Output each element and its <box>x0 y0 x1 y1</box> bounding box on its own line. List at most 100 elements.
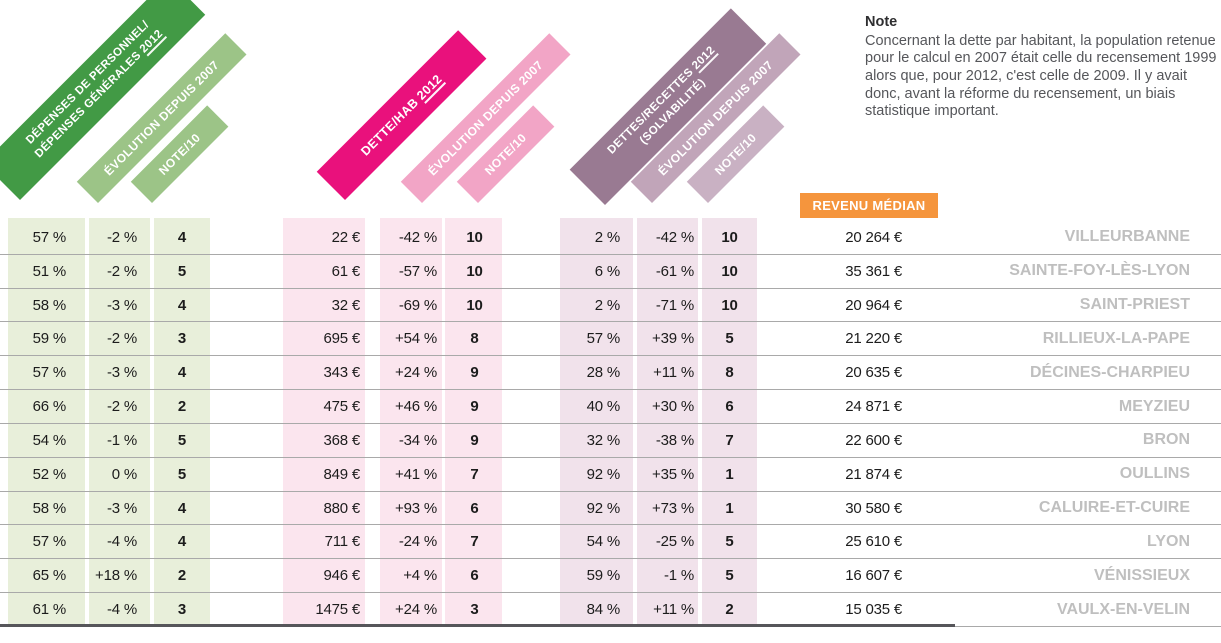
cell-dette-note: 9 <box>470 398 479 416</box>
cell-dette-evolution: +24 % <box>395 364 437 382</box>
cell-dette-hab: 711 € <box>324 533 361 551</box>
cell-dette-evolution: -34 % <box>398 431 437 449</box>
city-name: RILLIEUX-LA-PAPE <box>1042 329 1190 347</box>
cell-dep-ratio: 59 % <box>32 330 67 348</box>
cell-solv-note: 10 <box>721 262 738 280</box>
cell-dette-hab: 343 € <box>323 364 360 382</box>
cell-dep-note: 4 <box>177 228 187 246</box>
cell-solvency: 57 % <box>586 330 621 348</box>
cell-dep-ratio: 57 % <box>32 533 67 551</box>
cell-solvency: 92 % <box>586 465 621 483</box>
cell-dette-note: 3 <box>470 601 479 619</box>
city-name: MEYZIEU <box>1118 397 1190 415</box>
cell-dep-note: 2 <box>177 398 187 416</box>
city-name: DÉCINES-CHARPIEU <box>1029 363 1190 381</box>
cell-solvency: 84 % <box>586 601 621 619</box>
table-row: 58 % -3 % 4 880 € +93 % 6 92 % +73 % 1 30 580 € CA… <box>0 492 1221 526</box>
cell-dep-note: 4 <box>177 364 187 382</box>
cell-dep-note: 5 <box>177 465 187 483</box>
cell-revenu-median: 30 580 € <box>845 499 902 517</box>
cell-solv-note: 7 <box>725 431 734 449</box>
table-row: 52 % 0 % 5 849 € +41 % 7 92 % +35 % 1 21 874 € OUL… <box>0 458 1221 492</box>
city-name: VAULX-EN-VELIN <box>1056 600 1190 618</box>
city-name: VILLEURBANNE <box>1064 228 1190 246</box>
table-row: 59 % -2 % 3 695 € +54 % 8 57 % +39 % 5 21 220 € RI… <box>0 322 1221 357</box>
cell-dette-note: 7 <box>470 465 479 483</box>
cell-solv-evolution: +11 % <box>653 601 694 619</box>
table-row: 54 % -1 % 5 368 € -34 % 9 32 % -38 % 7 22 600 € BR… <box>0 424 1221 458</box>
cell-dette-note: 6 <box>470 499 479 517</box>
cell-solv-note: 1 <box>725 499 734 517</box>
cell-revenu-median: 20 264 € <box>845 228 902 246</box>
cell-solv-evolution: +35 % <box>652 465 694 483</box>
cell-solv-evolution: -1 % <box>663 567 694 585</box>
cell-dep-note: 2 <box>177 567 187 585</box>
cell-dette-evolution: -42 % <box>398 228 437 246</box>
cell-solvency: 2 % <box>594 296 620 314</box>
cell-solv-evolution: +39 % <box>652 330 694 348</box>
cell-revenu-median: 16 607 € <box>845 567 902 585</box>
cell-revenu-median: 24 871 € <box>845 398 902 416</box>
cell-dep-ratio: 58 % <box>32 296 67 314</box>
cell-solv-evolution: -38 % <box>655 431 694 449</box>
cell-dette-note: 6 <box>470 567 479 585</box>
cell-dette-note: 10 <box>466 296 483 314</box>
cell-dep-evolution: -2 % <box>106 228 137 246</box>
cell-dep-evolution: +18 % <box>95 567 137 585</box>
cell-dep-evolution: -4 % <box>106 533 137 551</box>
cell-dette-note: 10 <box>466 262 483 280</box>
cell-dette-evolution: +4 % <box>403 567 437 585</box>
cell-dette-evolution: -69 % <box>398 296 437 314</box>
table-row: 58 % -3 % 4 32 € -69 % 10 2 % -71 % 10 20 964 € SA… <box>0 289 1221 323</box>
table-bottom-border <box>0 624 955 627</box>
cell-dette-hab: 368 € <box>323 431 360 449</box>
cell-solv-note: 5 <box>725 533 734 551</box>
cell-dep-evolution: -3 % <box>106 364 137 382</box>
cell-revenu-median: 22 600 € <box>845 431 902 449</box>
cell-dep-ratio: 58 % <box>32 499 67 517</box>
cell-dep-note: 3 <box>177 601 187 619</box>
cell-solv-note: 10 <box>721 228 738 246</box>
cell-dep-evolution: -3 % <box>106 499 137 517</box>
cell-revenu-median: 20 635 € <box>845 364 902 382</box>
cell-solv-note: 5 <box>725 330 734 348</box>
table-row: 57 % -2 % 4 22 € -42 % 10 2 % -42 % 10 20 264 € VI… <box>0 221 1221 255</box>
cell-dette-hab: 32 € <box>331 296 361 314</box>
cell-dep-note: 4 <box>177 499 187 517</box>
cell-solv-evolution: -25 % <box>655 533 694 551</box>
cell-solvency: 2 % <box>594 228 620 246</box>
cell-solv-note: 5 <box>725 567 734 585</box>
cell-solv-evolution: -42 % <box>655 228 694 246</box>
cell-solvency: 32 % <box>586 431 621 449</box>
cell-dette-hab: 61 € <box>331 262 361 280</box>
table-row: 66 % -2 % 2 475 € +46 % 9 40 % +30 % 6 24 871 € ME… <box>0 390 1221 424</box>
cell-dette-hab: 1475 € <box>315 601 360 619</box>
cell-dep-ratio: 57 % <box>32 364 67 382</box>
cell-dette-note: 8 <box>470 330 479 348</box>
cell-dep-note: 5 <box>177 431 187 449</box>
city-name: CALUIRE-ET-CUIRE <box>1038 499 1190 517</box>
cell-solv-evolution: +30 % <box>652 398 694 416</box>
cell-solv-note: 1 <box>725 465 734 483</box>
table-row: 57 % -4 % 4 711 € -24 % 7 54 % -25 % 5 25 610 € LY… <box>0 525 1221 560</box>
cell-dette-evolution: +93 % <box>395 499 437 517</box>
cell-dep-note: 4 <box>177 533 187 551</box>
cell-revenu-median: 21 220 € <box>845 330 902 348</box>
cell-dep-note: 5 <box>177 262 187 280</box>
cell-dette-note: 7 <box>470 533 479 551</box>
cell-dette-note: 10 <box>466 228 483 246</box>
cell-dep-evolution: -2 % <box>106 262 137 280</box>
cell-dette-note: 9 <box>470 431 479 449</box>
note-title: Note <box>865 14 898 30</box>
header-dette-hab: DETTE/HAB 2012 <box>316 30 487 200</box>
cell-solvency: 6 % <box>594 262 620 280</box>
cell-solvency: 28 % <box>586 364 621 382</box>
cell-dep-ratio: 51 % <box>32 262 67 280</box>
cell-dep-evolution: -2 % <box>106 398 137 416</box>
cell-solvency: 92 % <box>586 499 621 517</box>
cell-solv-evolution: +11 % <box>653 364 694 382</box>
cell-solv-evolution: -61 % <box>655 262 694 280</box>
cell-solv-evolution: +73 % <box>652 499 694 517</box>
note-body: Concernant la dette par habitant, la pop… <box>865 32 1217 120</box>
